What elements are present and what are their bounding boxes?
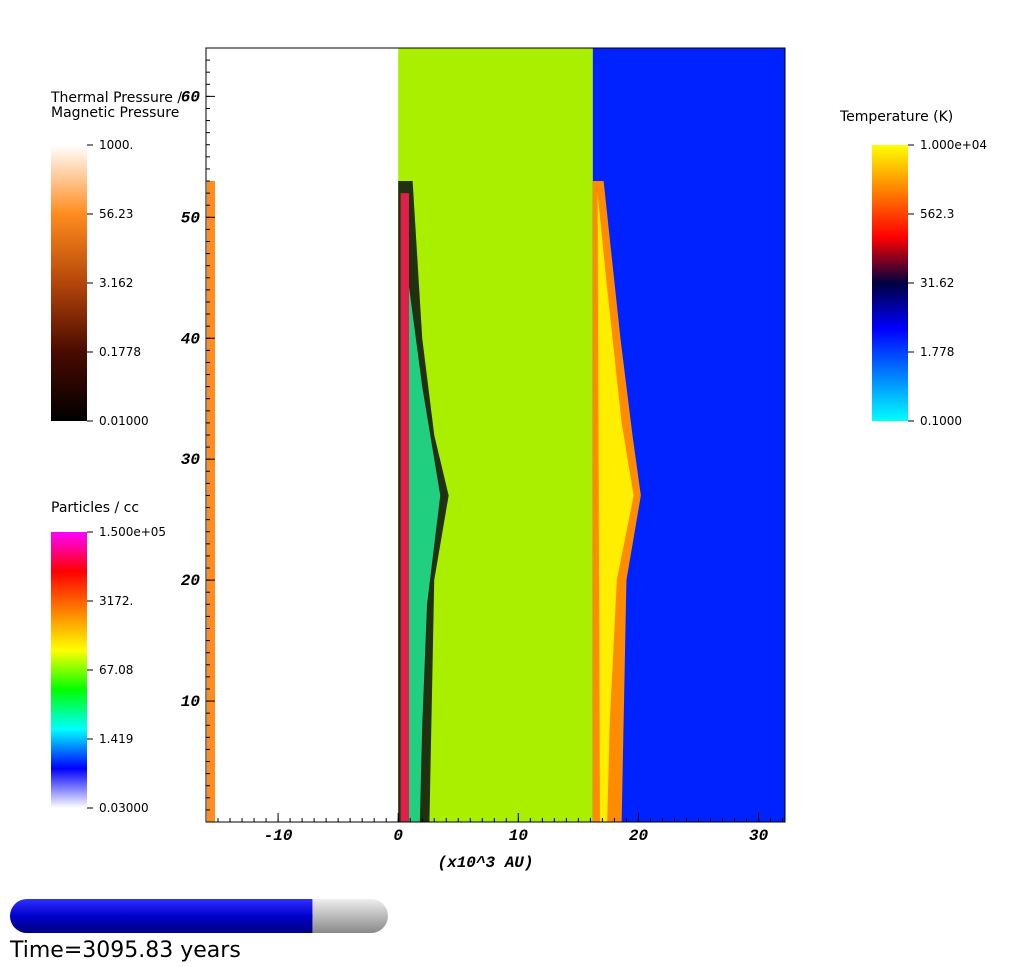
colorbar-label: 1000. <box>99 138 133 152</box>
front-yellow <box>597 193 634 822</box>
colorbar-label: 0.1778 <box>99 345 141 359</box>
y-tick-label: 60 <box>181 88 201 106</box>
colorbar-label: 3.162 <box>99 276 133 290</box>
x-tick-label: 30 <box>749 827 769 845</box>
colorbar-label: 1.778 <box>920 345 954 359</box>
colorbar <box>51 532 87 808</box>
colorbar-label: 1.000e+04 <box>920 138 987 152</box>
colorbar-label: 1.500e+05 <box>99 525 166 539</box>
x-tick-label: -10 <box>264 827 293 845</box>
legend-title: Magnetic Pressure <box>51 105 179 121</box>
y-tick-label: 40 <box>181 330 201 348</box>
legend-title: Temperature (K) <box>839 109 953 125</box>
strip-orange <box>207 181 215 822</box>
colorbar-label: 0.1000 <box>920 414 962 428</box>
colorbar-label: 3172. <box>99 594 133 608</box>
colorbar <box>51 145 87 421</box>
y-tick-label: 50 <box>181 209 201 227</box>
colorbar-label: 56.23 <box>99 207 133 221</box>
colorbar-label: 562.3 <box>920 207 954 221</box>
colorbar-label: 1.419 <box>99 732 133 746</box>
y-tick-label: 20 <box>181 572 201 590</box>
filament-green <box>407 277 441 822</box>
filament-red <box>400 193 410 822</box>
colorbar <box>872 145 908 421</box>
progress-fill-edge <box>295 899 313 933</box>
legend-title: Thermal Pressure / <box>50 90 182 106</box>
x-tick-label: 0 <box>393 827 403 845</box>
x-tick-label: 10 <box>509 827 529 845</box>
y-tick-label: 10 <box>181 693 201 711</box>
legend-title: Particles / cc <box>51 500 139 516</box>
time-label: Time=3095.83 years <box>9 938 241 963</box>
colorbar-label: 67.08 <box>99 663 133 677</box>
colorbar-label: 31.62 <box>920 276 954 290</box>
region-white <box>206 48 399 822</box>
x-tick-label: 20 <box>629 827 649 845</box>
colorbar-label: 0.01000 <box>99 414 149 428</box>
colorbar-label: 0.03000 <box>99 801 149 815</box>
x-axis-label: (x10^3 AU) <box>437 854 533 872</box>
progress-fill <box>10 899 313 933</box>
y-tick-label: 30 <box>181 451 201 469</box>
